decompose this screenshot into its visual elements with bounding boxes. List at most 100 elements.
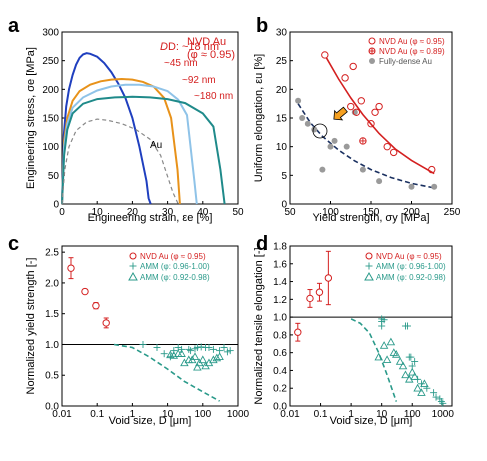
- data-points-c: [67, 257, 234, 371]
- x-tick-label: 0.1: [90, 409, 104, 420]
- legend-b: NVD Au (φ ≈ 0.95) NVD Au (φ ≈ 0.89) Full…: [368, 37, 445, 66]
- point-amm2: [190, 352, 200, 361]
- y-axis-label-d: Normalized tensile elongation [-]: [253, 247, 265, 404]
- y-tick-label: 0.8: [273, 330, 287, 341]
- point-nvd-095: [375, 102, 383, 111]
- y-tick-label: 0.6: [273, 348, 287, 359]
- label-au: Au: [150, 140, 162, 151]
- point-nvd: [294, 328, 302, 336]
- x-tick-label: 10: [376, 409, 388, 420]
- x-tick-label: 10: [162, 409, 174, 420]
- title-phi: (φ ≈ 0.95): [187, 49, 235, 61]
- x-tick-label: 100: [194, 409, 211, 420]
- y-tick-label: 50: [48, 171, 60, 182]
- x-tick-label: 50: [232, 207, 244, 218]
- point-nvd: [81, 287, 89, 296]
- panel-letter-a: a: [8, 15, 20, 37]
- point-nvd-095: [347, 102, 355, 111]
- point-nvd-095: [383, 142, 391, 151]
- y-tick-label: 1.5: [45, 309, 59, 320]
- title-nvd-au: NVD Au: [187, 36, 226, 48]
- point-dense: [331, 137, 338, 144]
- y-tick-label: 1.2: [273, 295, 287, 306]
- series-lines-a: [61, 52, 226, 205]
- point-nvd-095: [341, 74, 349, 82]
- x-axis-label-d: Void size, D [μm]: [330, 415, 413, 427]
- label-d45: ~45 nm: [164, 58, 198, 69]
- legend-d: NVD Au (φ ≈ 0.95) AMM (φ: 0.96-1.00) AMM…: [364, 252, 446, 282]
- point-nvd-095: [389, 148, 398, 157]
- legend-marker-amm1-d: [365, 262, 373, 270]
- y-tick-label: 100: [42, 142, 59, 153]
- point-amm2: [198, 355, 208, 364]
- x-axis-label-c: Void size, D [μm]: [109, 415, 192, 427]
- y-tick-label: 0.4: [273, 366, 287, 377]
- panel-a: a 0 10 20 30 40 50 0 50 100 150 200 250 300 DD: ~18 …: [8, 15, 244, 224]
- point-amm2: [386, 337, 396, 346]
- point-amm2: [193, 362, 202, 371]
- point-dense: [295, 97, 302, 104]
- x-tick-label: 0.01: [280, 409, 300, 420]
- point-dense: [327, 143, 334, 150]
- label-d18: DD: ~18 nm: [160, 41, 219, 53]
- x-tick-label: 10: [92, 207, 104, 218]
- point-amm2: [395, 357, 405, 365]
- legend-label-amm2-c: AMM (φ: 0.92-0.98): [140, 273, 210, 282]
- panel-d: d 0.01 0.1 1 10 100 1000 0.0 0.2 0.4 0.6 0.8 1.0 1.2…: [253, 233, 454, 427]
- point-nvd: [306, 294, 314, 303]
- y-tick-label: 250: [42, 56, 59, 67]
- legend-label-dense: Fully-dense Au: [379, 57, 432, 66]
- panel-letter-d: d: [256, 233, 268, 255]
- x-tick-label: 1: [348, 409, 354, 420]
- axis-ticks-b: 50 100 150 200 250 0 5 10 15 20 25 30: [276, 28, 461, 219]
- point-nvd-095: [349, 62, 357, 71]
- panel-letter-c: c: [8, 233, 19, 255]
- y-tick-label: 30: [276, 28, 288, 39]
- x-axis-label-a: Engineering strain, εe [%]: [88, 212, 213, 224]
- y-tick-label: 1.6: [273, 259, 287, 270]
- series-line-4: [61, 118, 179, 205]
- y-tick-label: 300: [42, 28, 59, 39]
- series-line-1: [61, 77, 181, 205]
- point-dense: [351, 109, 358, 116]
- point-amm2: [209, 355, 218, 364]
- legend-label-nvd-d: NVD Au (φ ≈ 0.95): [376, 252, 442, 261]
- point-nvd: [324, 274, 333, 282]
- point-dense: [359, 166, 366, 173]
- x-tick-label: 250: [444, 207, 461, 218]
- y-tick-label: 1.8: [273, 242, 287, 253]
- legend-marker-amm2-c: [128, 271, 138, 281]
- legend-marker-amm1-c: [129, 262, 137, 270]
- point-dense: [299, 115, 306, 121]
- legend-label-amm2-d: AMM (φ: 0.92-0.98): [376, 273, 446, 282]
- point-nvd-095: [321, 51, 329, 59]
- point-amm2: [379, 341, 389, 349]
- highlight-circle: [312, 123, 328, 139]
- legend-marker-dense: [369, 58, 375, 64]
- point-dense: [304, 120, 311, 127]
- x-tick-label: 50: [284, 207, 296, 218]
- point-amm2: [177, 349, 186, 357]
- panel-b: b 50 100 150 200 250 0 5 10 15 20 25 30 NVD Au (φ ≈…: [253, 15, 461, 224]
- x-tick-label: 1000: [227, 409, 250, 420]
- y-tick-label: 2.0: [45, 278, 59, 289]
- point-dense: [431, 183, 438, 190]
- y-tick-label: 2.5: [45, 248, 59, 259]
- x-tick-label: 1000: [432, 409, 455, 420]
- y-tick-label: 1.0: [45, 340, 59, 351]
- x-tick-label: 0.1: [314, 409, 328, 420]
- legend-label-amm1-c: AMM (φ: 0.96-1.00): [140, 262, 210, 271]
- series-line-0: [61, 52, 152, 205]
- point-amm2: [407, 367, 417, 376]
- y-tick-label: 10: [276, 142, 288, 153]
- x-axis-label-b: Yield strength, σy [MPa]: [312, 212, 429, 224]
- point-amm2: [212, 353, 222, 362]
- point-amm2: [382, 355, 392, 364]
- legend-marker-nvd-d: [365, 252, 373, 260]
- data-points-d: [294, 250, 447, 407]
- legend-c: NVD Au (φ ≈ 0.95) AMM (φ: 0.96-1.00) AMM…: [128, 252, 210, 282]
- y-axis-label-b: Uniform elongation, εu [%]: [253, 54, 265, 182]
- legend-marker-amm2-d: [364, 271, 374, 281]
- point-amm2: [374, 352, 383, 361]
